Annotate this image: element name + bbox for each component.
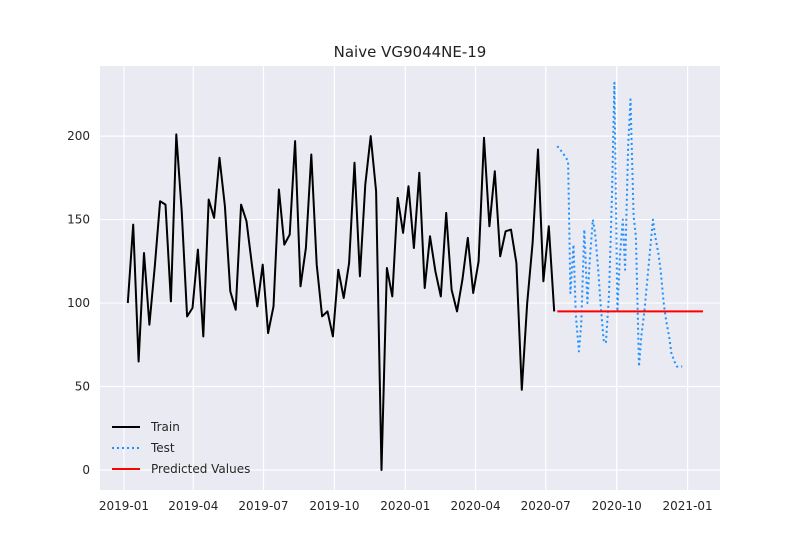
y-tick-label: 50 — [75, 380, 90, 394]
legend-label-test: Test — [150, 441, 175, 455]
x-tick-label: 2020-01 — [380, 499, 430, 513]
legend: Train Test Predicted Values — [112, 420, 250, 476]
x-axis-ticks: 2019-01 2019-04 2019-07 2019-10 2020-01 2020-… — [99, 499, 713, 513]
chart-title: Naive VG9044NE-19 — [334, 43, 487, 61]
y-axis-ticks: 0 50 100 150 200 — [67, 129, 90, 477]
legend-label-train: Train — [150, 420, 180, 434]
x-tick-label: 2019-10 — [309, 499, 359, 513]
y-tick-label: 200 — [67, 129, 90, 143]
x-tick-label: 2020-10 — [592, 499, 642, 513]
y-tick-label: 0 — [82, 463, 90, 477]
legend-label-predicted: Predicted Values — [151, 462, 250, 476]
x-tick-label: 2020-07 — [521, 499, 571, 513]
y-tick-label: 150 — [67, 213, 90, 227]
x-tick-label: 2019-07 — [238, 499, 288, 513]
x-tick-label: 2019-04 — [168, 499, 218, 513]
x-tick-label: 2021-01 — [663, 499, 713, 513]
y-tick-label: 100 — [67, 296, 90, 310]
x-tick-label: 2020-04 — [450, 499, 500, 513]
series-layer — [126, 81, 703, 471]
series-line-test — [556, 81, 683, 368]
x-tick-label: 2019-01 — [99, 499, 149, 513]
series-line-train — [126, 133, 556, 471]
